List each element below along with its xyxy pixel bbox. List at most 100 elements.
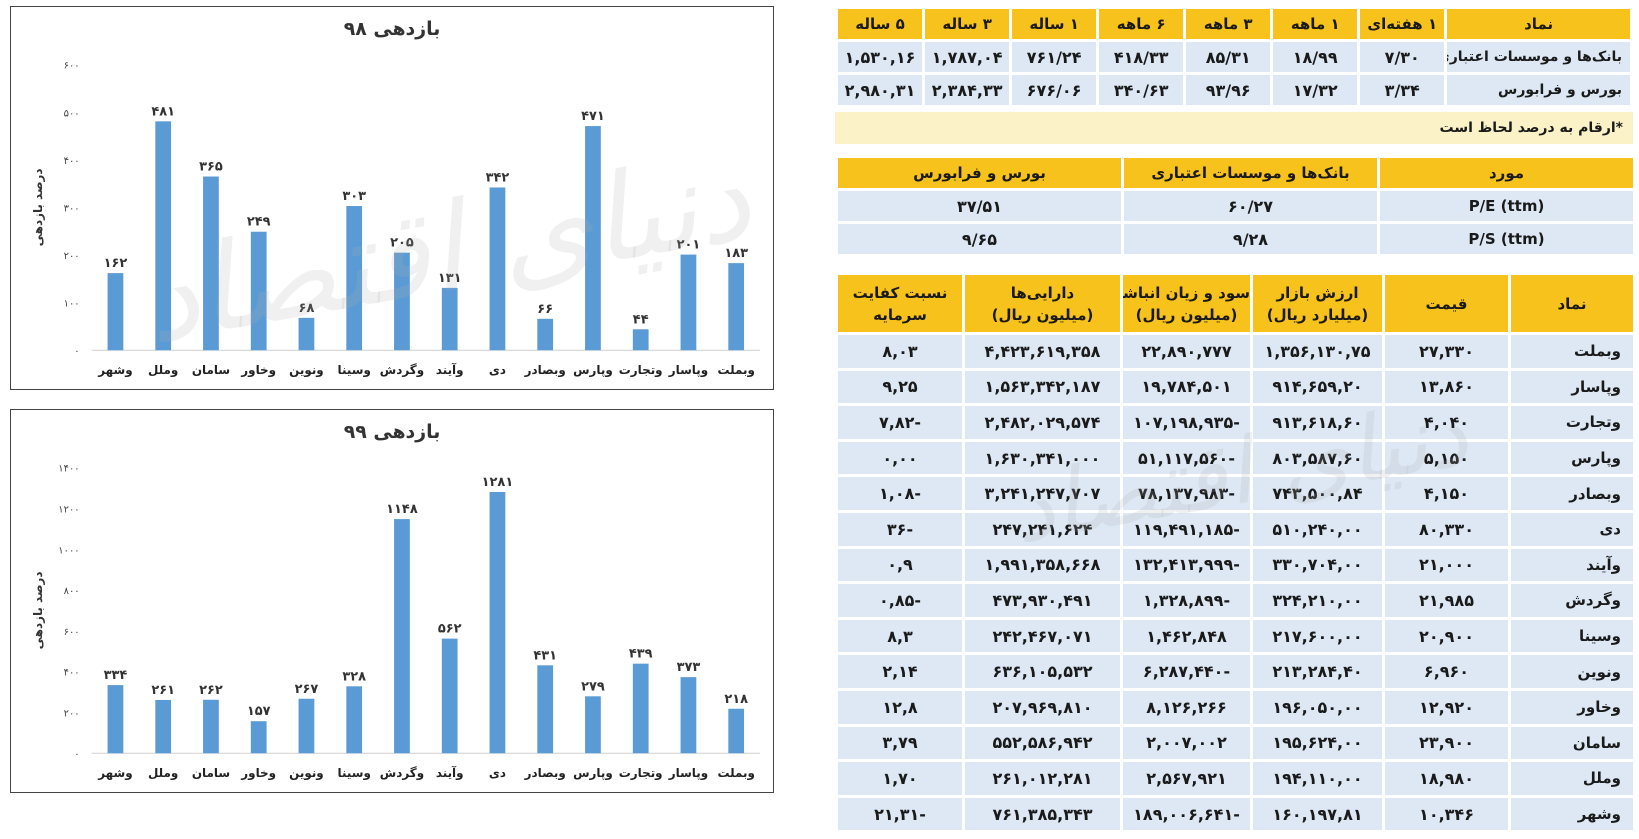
chart-title: بازدهی ۹۹: [344, 421, 441, 443]
bar: [298, 698, 315, 754]
company-value-cell: -۳۶: [835, 509, 965, 549]
x-tick-label: وشهر: [97, 363, 132, 378]
company-name-cell: وبصادر: [1508, 474, 1636, 513]
bar-value-label: ۲۶۷: [295, 682, 319, 697]
bar: [346, 206, 363, 351]
company-value-cell: ۳,۲۴۱,۲۴۷,۷۰۷: [962, 474, 1123, 513]
x-tick-label: وخاور: [240, 363, 276, 378]
ratio-table-body: P/E (ttm) ۶۰/۲۷ ۳۷/۵۱ P/S (ttm) ۹/۲۸ ۹/۶۵: [835, 188, 1636, 257]
y-tick-label: ۶۰۰: [64, 61, 80, 72]
ratio-value-cell: ۹/۶۵: [835, 221, 1124, 257]
company-value-cell: ۰,۰۰: [835, 438, 965, 478]
bar-value-label: ۳۴۲: [486, 170, 510, 185]
company-value-cell: ۲۱,۹۸۵: [1382, 581, 1511, 620]
returns-name-cell: بانک‌ها و موسسات اعتباری: [1444, 39, 1633, 75]
bar-value-label: ۴۸۱: [151, 104, 175, 119]
bar: [107, 273, 124, 351]
chart-returns-99: بازدهی ۹۹ درصد بازدهی ۰ ۲۰۰ ۴۰۰ ۶۰۰ ۸۰۰ ۱۰۰۰ ۱۲۰…: [10, 409, 774, 793]
x-tick-label: وشهر: [97, 766, 132, 781]
bar: [728, 263, 745, 351]
company-value-cell: ۸,۰۳: [835, 332, 965, 371]
company-name-cell: وبملت: [1508, 332, 1636, 371]
bar-value-label: ۲۰۱: [677, 238, 701, 253]
x-tick-label: دی: [489, 766, 506, 780]
bar: [203, 176, 219, 351]
company-value-cell: ۲,۰۰۷,۰۰۲: [1120, 723, 1253, 763]
returns-value-cell: ۳/۳۴: [1357, 72, 1448, 108]
company-row: سامان ۲۳,۹۰۰ ۱۹۵,۶۲۴,۰۰ ۲,۰۰۷,۰۰۲ ۵۵۲,۵۸۶,۹۴…: [835, 723, 1636, 763]
bar: [250, 231, 267, 351]
returns-table-body: بانک‌ها و موسسات اعتباری ۷/۳۰ ۱۸/۹۹ ۸۵/۳۱ ۴۱…: [834, 39, 1633, 108]
bar-value-label: ۳۳۴: [104, 668, 128, 683]
company-value-cell: ۱۲,۸: [835, 687, 965, 727]
company-name-cell: ونوین: [1508, 652, 1636, 691]
x-tick-label: وبملت: [718, 363, 755, 378]
bar-value-label: ۳۰۳: [342, 189, 366, 204]
x-tick-label: وآیند: [436, 362, 464, 378]
company-value-cell: ۱,۴۶۲,۸۴۸: [1120, 616, 1253, 656]
y-tick-label: ۰: [74, 346, 79, 357]
bar-value-label: ۲۴۹: [247, 215, 271, 230]
y-axis-label: درصد بازدهی: [31, 169, 46, 247]
bar-value-label: ۴۳۱: [533, 648, 557, 663]
company-value-cell: ۱۸,۹۸۰: [1382, 759, 1511, 798]
bar-value-label: ۱۶۲: [104, 256, 128, 271]
returns-value-cell: ۱۷/۳۲: [1270, 72, 1361, 108]
company-value-cell: ۱۶۰,۱۹۷,۸۱: [1250, 794, 1385, 834]
returns-header-cell: نماد: [1444, 6, 1633, 42]
company-value-cell: ۴,۱۵۰: [1382, 474, 1511, 513]
returns-header-cell: ۵ ساله: [834, 6, 926, 42]
y-tick-label: ۰: [74, 749, 79, 760]
company-row: وتجارت ۴,۰۴۰ ۹۱۳,۶۱۸,۶۰ -۱۰۷,۱۹۸,۹۳۵ ۲,۴۸۲,۰…: [835, 403, 1636, 442]
bar-value-label: ۱۳۱: [438, 271, 462, 286]
returns-header-cell: ۱ هفته‌ای: [1357, 6, 1448, 42]
ratio-name-cell: P/E (ttm): [1377, 188, 1636, 224]
returns-header-row: نماد ۱ هفته‌ای ۱ ماهه ۳ ماهه ۶ ماهه ۱ ساله ۳ س…: [834, 6, 1633, 42]
company-value-cell: ۲۱۳,۲۸۴,۴۰: [1250, 652, 1385, 691]
company-value-cell: ۸۰۳,۵۸۷,۶۰: [1250, 438, 1385, 478]
bar-value-label: ۳۲۸: [342, 669, 366, 684]
company-name-cell: وخاور: [1508, 687, 1636, 727]
company-value-cell: ۲۱۷,۶۰۰,۰۰: [1250, 616, 1385, 656]
company-value-cell: ۲۶۱,۰۱۲,۲۸۱: [962, 759, 1123, 798]
returns-header-cell: ۳ ساله: [922, 6, 1013, 42]
bar: [728, 708, 745, 754]
y-tick-label: ۴۰۰: [64, 668, 80, 679]
x-tick-label: وپاسار: [668, 766, 708, 781]
bar-value-label: ۵۶۲: [438, 622, 462, 637]
bar-value-label: ۱۸۳: [724, 246, 748, 261]
returns-note: *ارقام به درصد لحاظ است: [835, 112, 1633, 144]
bar: [585, 126, 601, 351]
company-value-cell: ۶۳۶,۱۰۵,۵۳۲: [962, 652, 1123, 691]
ratio-value-cell: ۳۷/۵۱: [835, 188, 1124, 224]
bar: [680, 677, 697, 754]
company-value-cell: ۴,۴۲۳,۶۱۹,۳۵۸: [962, 332, 1123, 371]
company-value-cell: -۱,۰۸: [835, 474, 965, 513]
bar: [394, 252, 410, 351]
bar-value-label: ۶۶: [537, 302, 553, 317]
company-value-cell: ۸,۱۲۶,۲۶۶: [1120, 687, 1253, 727]
company-value-cell: -۱۱۹,۴۹۱,۱۸۵: [1120, 509, 1253, 549]
company-value-cell: ۳,۷۹: [835, 723, 965, 763]
bar: [585, 696, 601, 754]
ratio-header-cell: بانک‌ها و موسسات اعتباری: [1121, 155, 1380, 191]
company-name-cell: سامان: [1508, 723, 1636, 763]
returns-value-cell: ۶۷۶/۰۶: [1009, 72, 1100, 108]
bar: [346, 686, 363, 754]
company-value-cell: ۸۰,۳۳۰: [1382, 509, 1511, 549]
ratio-value-cell: ۶۰/۲۷: [1121, 188, 1380, 224]
company-row: وگردش ۲۱,۹۸۵ ۳۲۴,۲۱۰,۰۰ -۱,۳۲۸,۸۹۹ ۴۷۳,۹۳۰,۴…: [835, 581, 1636, 620]
ratio-header-cell: بورس و فرابورس: [835, 155, 1124, 191]
bar-value-label: ۱۱۴۸: [386, 502, 418, 517]
ratio-name-cell: P/S (ttm): [1377, 221, 1636, 257]
returns-value-cell: ۱۸/۹۹: [1270, 39, 1361, 75]
x-tick-label: وپاسار: [668, 363, 708, 378]
bar: [441, 638, 458, 754]
bar: [298, 317, 315, 351]
y-tick-label: ۱۴۰۰: [58, 464, 79, 475]
ratio-table: مورد بانک‌ها و موسسات اعتباری بورس و فرابو…: [835, 155, 1636, 257]
company-header-row: نماد قیمت ارزش بازار (میلیارد ریال) سود و زی…: [835, 272, 1636, 335]
company-value-cell: ۱,۷۰: [835, 759, 965, 798]
company-value-cell: ۵۵۲,۵۸۶,۹۴۲: [962, 723, 1123, 763]
company-table-body: وبملت ۲۷,۳۳۰ ۱,۳۵۶,۱۳۰,۷۵ ۲۲,۸۹۰,۷۷۷ ۴,۴۲۳,۶…: [835, 332, 1636, 834]
